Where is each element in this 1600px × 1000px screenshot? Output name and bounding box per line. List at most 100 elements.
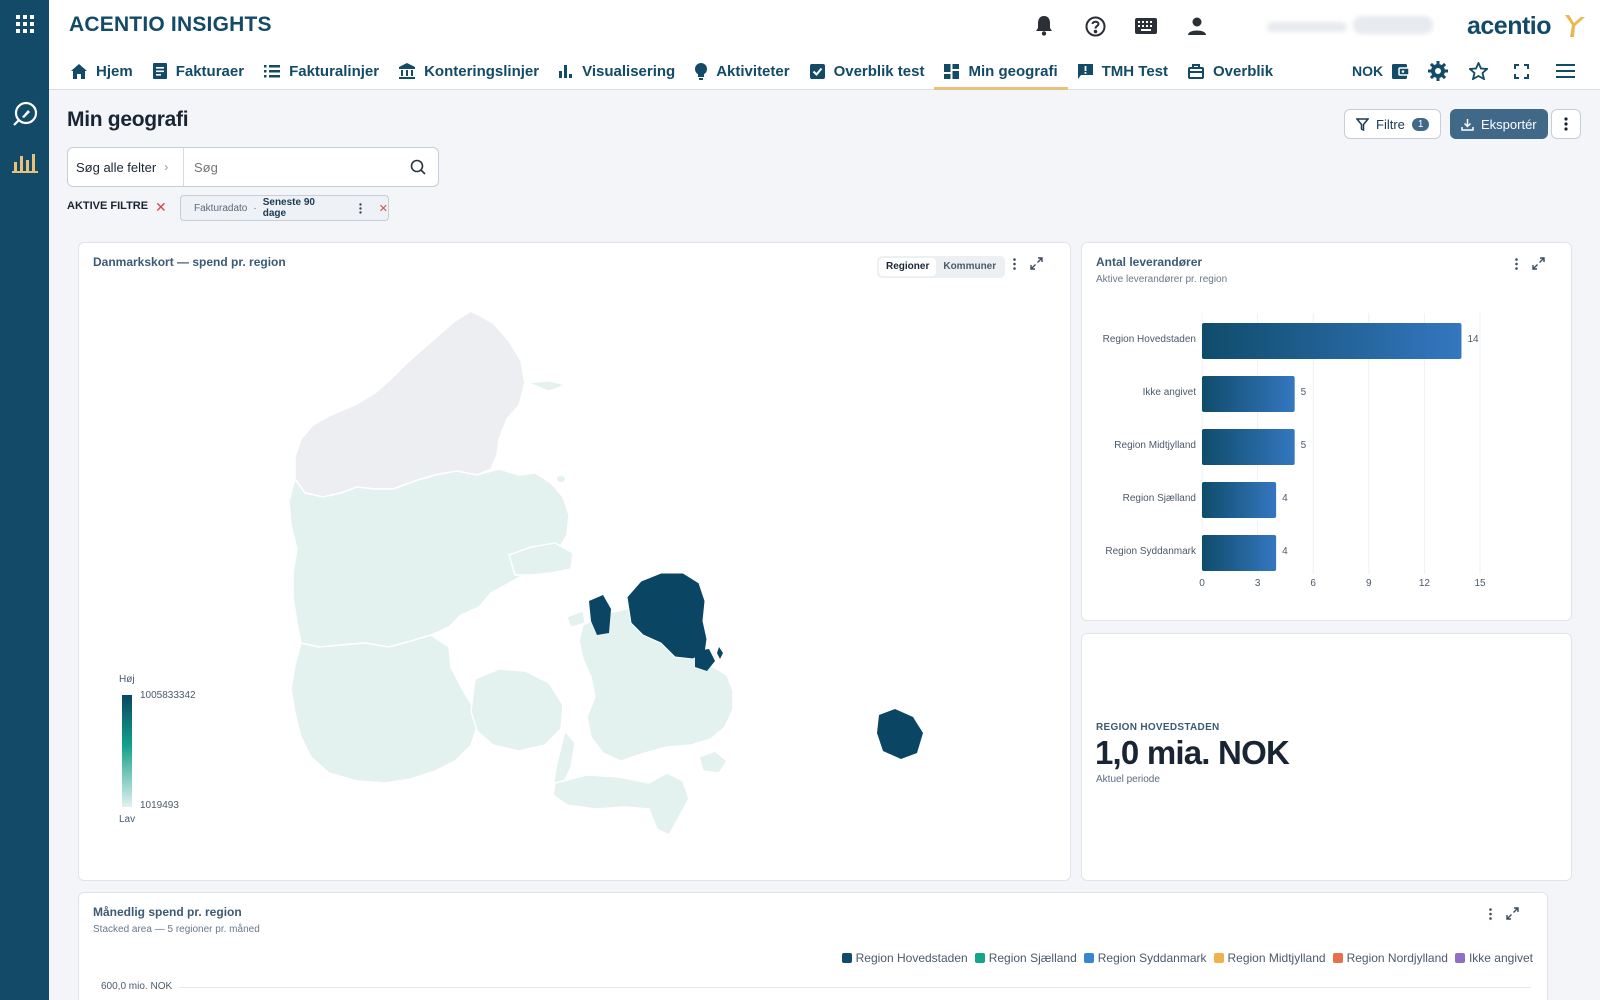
user-info-blurred: [1267, 14, 1437, 36]
nav-item-label: Fakturalinjer: [289, 62, 380, 80]
x-tick-label: 12: [1418, 578, 1430, 589]
legend-item[interactable]: Region Nordjylland: [1332, 951, 1448, 965]
kpi-card: REGION HOVEDSTADEN 1,0 mia. NOK Aktuel p…: [1081, 633, 1572, 881]
bar-chart-icon: [559, 64, 573, 78]
chip-remove-icon[interactable]: ✕: [378, 202, 388, 215]
expand-icon[interactable]: [1532, 257, 1545, 270]
toggle-regioner[interactable]: Regioner: [879, 258, 937, 276]
briefcase-icon: [1188, 63, 1205, 79]
settings-icon[interactable]: [1428, 61, 1449, 81]
clear-filters-icon[interactable]: ✕: [155, 199, 167, 215]
nav-item-label: Overblik: [1213, 62, 1274, 80]
legend-swatch: [841, 953, 852, 963]
fyn: [470, 668, 564, 752]
nav-item-fakturaer[interactable]: Fakturaer: [143, 52, 254, 90]
star-icon[interactable]: [1469, 62, 1489, 80]
bar-category-label: Region Hovedstaden: [1102, 334, 1196, 345]
filter-button-label: Filtre: [1376, 116, 1405, 132]
filter-chip-sep: ·: [253, 202, 257, 214]
fullscreen-icon[interactable]: [1514, 63, 1530, 79]
nav-item-min-geografi[interactable]: Min geografi: [934, 52, 1068, 90]
more-vert-icon: [1564, 117, 1568, 131]
filter-button[interactable]: Filtre 1: [1344, 109, 1442, 139]
expand-icon[interactable]: [1030, 257, 1043, 270]
legend-label: Ikke angivet: [1468, 951, 1533, 965]
nav-item-visualisering[interactable]: Visualisering: [549, 52, 685, 90]
legend-high-label: Høj: [119, 674, 135, 685]
search-scope-label: Søg alle felter: [76, 159, 157, 175]
denmark-map[interactable]: [79, 243, 1072, 882]
legend-swatch: [974, 953, 985, 963]
legend-item[interactable]: Region Midtjylland: [1213, 951, 1326, 965]
nav-item-konteringslinjer[interactable]: Konteringslinjer: [389, 52, 549, 90]
toggle-kommuner[interactable]: Kommuner: [943, 261, 997, 272]
saltholm: [717, 647, 723, 659]
bar[interactable]: [1202, 429, 1295, 465]
bar[interactable]: [1202, 323, 1462, 359]
search-input[interactable]: [184, 148, 398, 186]
more-vert-icon[interactable]: [1013, 257, 1016, 270]
map-card-tools: [1013, 257, 1043, 270]
check-box-icon: [809, 63, 825, 79]
legend-item[interactable]: Ikke angivet: [1454, 951, 1533, 965]
nav-item-label: Konteringslinjer: [424, 62, 540, 80]
top-header: ACENTIO INSIGHTS acentio Hjem Fakturaer …: [49, 0, 1600, 90]
search-bar: Søg alle felter ›: [67, 147, 439, 187]
bar-category-label: Ikke angivet: [1142, 387, 1196, 398]
list-icon: [264, 64, 281, 77]
apps-grid-icon[interactable]: [0, 12, 49, 36]
bar-category-label: Region Midtjylland: [1114, 440, 1196, 451]
monthly-card-tools: [1489, 907, 1519, 920]
nav-item-hjem[interactable]: Hjem: [61, 52, 143, 90]
expand-icon[interactable]: [1506, 907, 1519, 920]
nav-item-overblik-test[interactable]: Overblik test: [800, 52, 935, 90]
nav-item-label: Hjem: [96, 62, 133, 80]
nav-item-aktiviteter[interactable]: Aktiviteter: [685, 52, 799, 90]
legend-item[interactable]: Region Hovedstaden: [841, 951, 968, 965]
bell-icon[interactable]: [1032, 14, 1056, 38]
receipt-icon: [152, 63, 167, 79]
x-tick-label: 9: [1366, 578, 1372, 589]
explore-icon[interactable]: [0, 99, 49, 129]
x-tick-label: 15: [1474, 578, 1486, 589]
bar[interactable]: [1202, 535, 1277, 571]
suppliers-bar-chart: Region Hovedstaden 14 Ikke angivet 5 Region …: [1082, 243, 1573, 622]
filter-chip[interactable]: Fakturadato · Seneste 90 dage ✕: [180, 195, 389, 221]
bank-icon: [399, 63, 416, 79]
menu-icon[interactable]: [1556, 64, 1576, 78]
legend-swatch: [1083, 953, 1094, 963]
samsoe: [557, 476, 565, 482]
nav-item-label: Visualisering: [582, 62, 676, 80]
wallet-icon[interactable]: [1392, 63, 1410, 79]
more-vert-icon[interactable]: [1489, 907, 1492, 920]
bar-value-label: 4: [1282, 546, 1288, 557]
more-vert-icon[interactable]: [1515, 257, 1518, 270]
y-axis-top-label: 600,0 mio. NOK: [101, 981, 173, 992]
map-level-toggle: Regioner Kommuner: [877, 256, 1006, 278]
nav-item-tmh-test[interactable]: TMH Test: [1068, 52, 1178, 90]
bar[interactable]: [1202, 482, 1277, 518]
analytics-icon[interactable]: [0, 150, 49, 176]
search-icon[interactable]: [398, 148, 438, 186]
nav-item-fakturalinjer[interactable]: Fakturalinjer: [254, 52, 389, 90]
anholt: [528, 380, 567, 392]
export-button[interactable]: Eksportér: [1450, 109, 1548, 139]
kpi-subtitle: Aktuel periode: [1096, 774, 1160, 785]
nav-item-overblik[interactable]: Overblik: [1178, 52, 1283, 90]
legend-item[interactable]: Region Syddanmark: [1083, 951, 1207, 965]
keyboard-icon[interactable]: [1134, 14, 1158, 38]
currency-label[interactable]: NOK: [1352, 63, 1384, 79]
home-icon: [71, 63, 87, 79]
legend-label: Region Syddanmark: [1097, 951, 1207, 965]
search-scope-select[interactable]: Søg alle felter ›: [68, 148, 184, 186]
page-more-button[interactable]: [1551, 109, 1581, 139]
amager: [695, 649, 715, 671]
user-icon[interactable]: [1185, 14, 1209, 38]
legend-gradient: [122, 695, 132, 807]
suppliers-card: Antal leverandører Aktive leverandører p…: [1081, 242, 1572, 621]
bar[interactable]: [1202, 376, 1295, 412]
bar-chart-svg: [1201, 313, 1481, 574]
help-icon[interactable]: [1083, 14, 1107, 38]
chip-more-icon[interactable]: [359, 202, 362, 214]
legend-item[interactable]: Region Sjælland: [974, 951, 1077, 965]
